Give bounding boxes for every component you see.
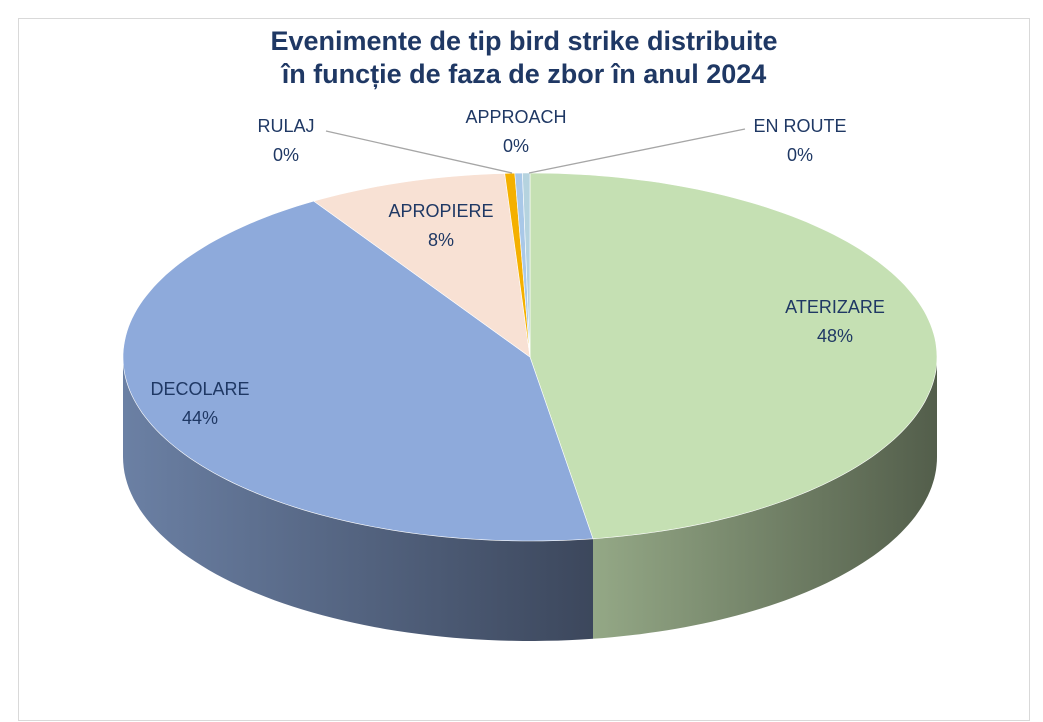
data-label: RULAJ	[257, 116, 314, 136]
data-label: 48%	[817, 326, 853, 346]
pie-slice-side	[123, 357, 593, 641]
leader-line	[528, 128, 746, 174]
chart-title: Evenimente de tip bird strike distribuit…	[270, 26, 777, 56]
leader-line	[325, 130, 513, 174]
data-label: EN ROUTE	[753, 116, 846, 136]
pie-slice	[529, 172, 938, 540]
pie-slice	[122, 200, 594, 542]
data-label: 0%	[787, 145, 813, 165]
data-label: DECOLARE	[150, 379, 249, 399]
pie-slice	[313, 173, 531, 358]
data-label: 44%	[182, 408, 218, 428]
chart-title: în funcție de faza de zbor în anul 2024	[280, 59, 767, 89]
pie-slice-side	[593, 357, 937, 639]
data-label: APROPIERE	[388, 201, 493, 221]
pie-slice	[522, 172, 531, 358]
data-label: 8%	[428, 230, 454, 250]
data-label: 0%	[503, 136, 529, 156]
data-label: APPROACH	[465, 107, 566, 127]
data-label: 0%	[273, 145, 299, 165]
data-label: ATERIZARE	[785, 297, 885, 317]
